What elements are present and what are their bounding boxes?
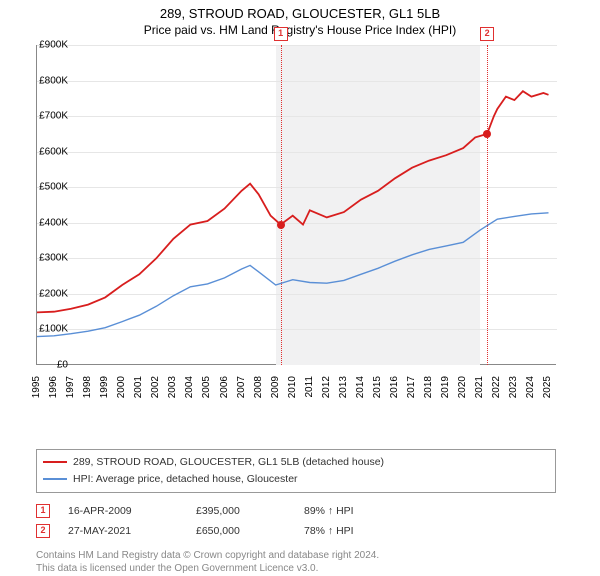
x-axis-label: 1997 bbox=[65, 376, 76, 398]
x-axis-label: 2000 bbox=[116, 376, 127, 398]
x-axis-label: 2006 bbox=[219, 376, 230, 398]
legend: 289, STROUD ROAD, GLOUCESTER, GL1 5LB (d… bbox=[36, 449, 556, 493]
sales-table: 1 16-APR-2009 £395,000 89% ↑ HPI 2 27-MA… bbox=[36, 501, 556, 541]
sale-marker-icon: 1 bbox=[36, 504, 50, 518]
y-axis-label: £600K bbox=[39, 146, 68, 157]
legend-label: 289, STROUD ROAD, GLOUCESTER, GL1 5LB (d… bbox=[73, 454, 384, 471]
x-axis-label: 2007 bbox=[236, 376, 247, 398]
x-axis-label: 2005 bbox=[201, 376, 212, 398]
x-axis-label: 2018 bbox=[423, 376, 434, 398]
sale-price: £395,000 bbox=[196, 505, 286, 517]
x-axis-label: 2016 bbox=[389, 376, 400, 398]
y-axis-label: £900K bbox=[39, 40, 68, 51]
y-axis-label: £100K bbox=[39, 324, 68, 335]
sales-row: 2 27-MAY-2021 £650,000 78% ↑ HPI bbox=[36, 521, 556, 541]
y-axis-label: £0 bbox=[57, 360, 68, 371]
x-axis-label: 2012 bbox=[321, 376, 332, 398]
x-axis-label: 2008 bbox=[253, 376, 264, 398]
chart-subtitle: Price paid vs. HM Land Registry's House … bbox=[0, 23, 600, 37]
x-axis-label: 2017 bbox=[406, 376, 417, 398]
x-axis-label: 2010 bbox=[287, 376, 298, 398]
x-axis-label: 2015 bbox=[372, 376, 383, 398]
sales-row: 1 16-APR-2009 £395,000 89% ↑ HPI bbox=[36, 501, 556, 521]
y-axis-label: £200K bbox=[39, 288, 68, 299]
sale-marker-icon: 2 bbox=[480, 27, 494, 41]
chart-container: 289, STROUD ROAD, GLOUCESTER, GL1 5LB Pr… bbox=[0, 0, 600, 560]
sale-date: 27-MAY-2021 bbox=[68, 525, 178, 537]
legend-item: 289, STROUD ROAD, GLOUCESTER, GL1 5LB (d… bbox=[43, 454, 549, 471]
x-axis-label: 1995 bbox=[31, 376, 42, 398]
x-axis-label: 2002 bbox=[150, 376, 161, 398]
footer: Contains HM Land Registry data © Crown c… bbox=[36, 549, 556, 576]
legend-item: HPI: Average price, detached house, Glou… bbox=[43, 471, 549, 488]
legend-swatch bbox=[43, 478, 67, 480]
x-axis-label: 2022 bbox=[491, 376, 502, 398]
x-axis-label: 2004 bbox=[184, 376, 195, 398]
y-axis-label: £800K bbox=[39, 75, 68, 86]
x-axis-label: 2020 bbox=[457, 376, 468, 398]
x-axis-label: 2009 bbox=[270, 376, 281, 398]
plot-region: 12 bbox=[36, 45, 556, 365]
x-axis-label: 1999 bbox=[99, 376, 110, 398]
sale-price: £650,000 bbox=[196, 525, 286, 537]
sale-ratio: 78% ↑ HPI bbox=[304, 525, 354, 537]
sale-marker-icon: 1 bbox=[274, 27, 288, 41]
sale-dot bbox=[277, 221, 285, 229]
x-axis-label: 1996 bbox=[48, 376, 59, 398]
sale-date: 16-APR-2009 bbox=[68, 505, 178, 517]
title-block: 289, STROUD ROAD, GLOUCESTER, GL1 5LB Pr… bbox=[0, 0, 600, 39]
series-svg bbox=[37, 45, 557, 365]
x-axis-label: 2024 bbox=[525, 376, 536, 398]
x-axis-label: 2003 bbox=[167, 376, 178, 398]
y-axis-label: £400K bbox=[39, 217, 68, 228]
y-axis-label: £700K bbox=[39, 111, 68, 122]
y-axis-label: £500K bbox=[39, 182, 68, 193]
sale-dot bbox=[483, 130, 491, 138]
x-axis-label: 2023 bbox=[508, 376, 519, 398]
x-axis-label: 2011 bbox=[304, 376, 315, 398]
footer-line: This data is licensed under the Open Gov… bbox=[36, 562, 556, 576]
x-axis-label: 2013 bbox=[338, 376, 349, 398]
x-axis-labels: 1995199619971998199920002001200220032004… bbox=[36, 372, 556, 412]
x-axis-label: 2001 bbox=[133, 376, 144, 398]
x-axis-label: 2025 bbox=[542, 376, 553, 398]
x-axis-label: 2021 bbox=[474, 376, 485, 398]
legend-swatch bbox=[43, 461, 67, 463]
x-axis-label: 1998 bbox=[82, 376, 93, 398]
sale-ratio: 89% ↑ HPI bbox=[304, 505, 354, 517]
y-axis-label: £300K bbox=[39, 253, 68, 264]
x-axis-label: 2014 bbox=[355, 376, 366, 398]
x-axis-label: 2019 bbox=[440, 376, 451, 398]
sale-marker-icon: 2 bbox=[36, 524, 50, 538]
series-line-hpi bbox=[37, 213, 549, 337]
legend-label: HPI: Average price, detached house, Glou… bbox=[73, 471, 298, 488]
chart-area: 12 £0 £100K £200K £300K £400K £500K £600K £700K… bbox=[36, 45, 596, 405]
chart-title: 289, STROUD ROAD, GLOUCESTER, GL1 5LB bbox=[0, 6, 600, 21]
footer-line: Contains HM Land Registry data © Crown c… bbox=[36, 549, 556, 563]
